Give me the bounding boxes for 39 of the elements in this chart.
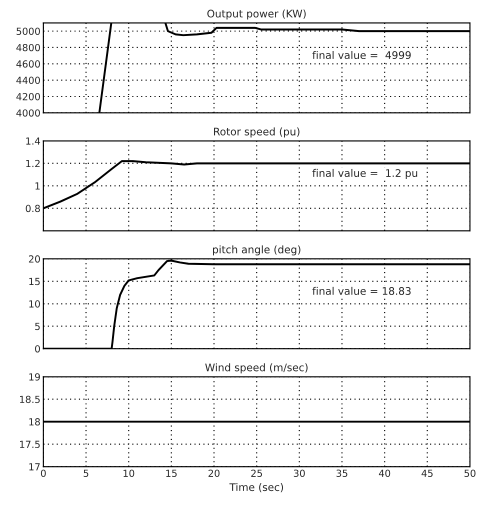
x-tick-label: 40 xyxy=(378,470,390,477)
y-tick-label: 4800 xyxy=(16,44,40,52)
y-tick-label: 1.2 xyxy=(26,160,40,168)
chart-title: pitch angle (deg) xyxy=(213,245,300,256)
y-tick-label: 17 xyxy=(29,463,40,470)
y-tick-label: 5000 xyxy=(16,28,40,35)
x-tick-label: 35 xyxy=(336,470,348,477)
x-tick-label: 0 xyxy=(40,470,46,477)
y-tick-label: 1 xyxy=(35,182,40,190)
x-tick-label: 50 xyxy=(464,470,476,477)
y-tick-label: 5 xyxy=(35,322,40,330)
y-tick-label: 4600 xyxy=(16,60,40,68)
x-tick-label: 30 xyxy=(294,470,305,477)
y-tick-label: 1.4 xyxy=(26,137,40,145)
y-tick-label: 4400 xyxy=(16,76,40,84)
y-tick-label: 17.5 xyxy=(20,440,40,448)
x-axis-title: Time (sec) xyxy=(229,483,284,492)
x-tick-label: 25 xyxy=(251,470,262,477)
y-tick-label: 18.5 xyxy=(20,396,40,404)
chart-title: Rotor speed (pu) xyxy=(214,127,300,138)
y-tick-label: 4200 xyxy=(16,92,40,100)
annotation: final value = 18.83 xyxy=(312,286,411,295)
annotation: final value = 1.2 pu xyxy=(312,168,418,180)
y-tick-label: 20 xyxy=(28,255,40,263)
chart-title: Wind speed (m/sec) xyxy=(205,363,308,374)
y-tick-label: 4000 xyxy=(16,109,40,117)
x-tick-label: 15 xyxy=(166,470,177,477)
x-tick-label: 20 xyxy=(208,470,220,477)
annotation: final value = 4999 xyxy=(312,50,411,60)
x-tick-label: 45 xyxy=(422,470,433,477)
y-tick-label: 18 xyxy=(29,418,40,426)
y-tick-label: 10 xyxy=(29,300,40,308)
x-tick-label: 10 xyxy=(124,470,134,477)
y-tick-label: 19 xyxy=(29,373,40,381)
y-tick-label: 15 xyxy=(29,278,40,286)
y-tick-label: 0.8 xyxy=(26,204,40,212)
chart-title: Output power (KW) xyxy=(207,9,306,20)
x-tick-label: 5 xyxy=(84,470,88,477)
y-tick-label: 0 xyxy=(35,345,40,353)
